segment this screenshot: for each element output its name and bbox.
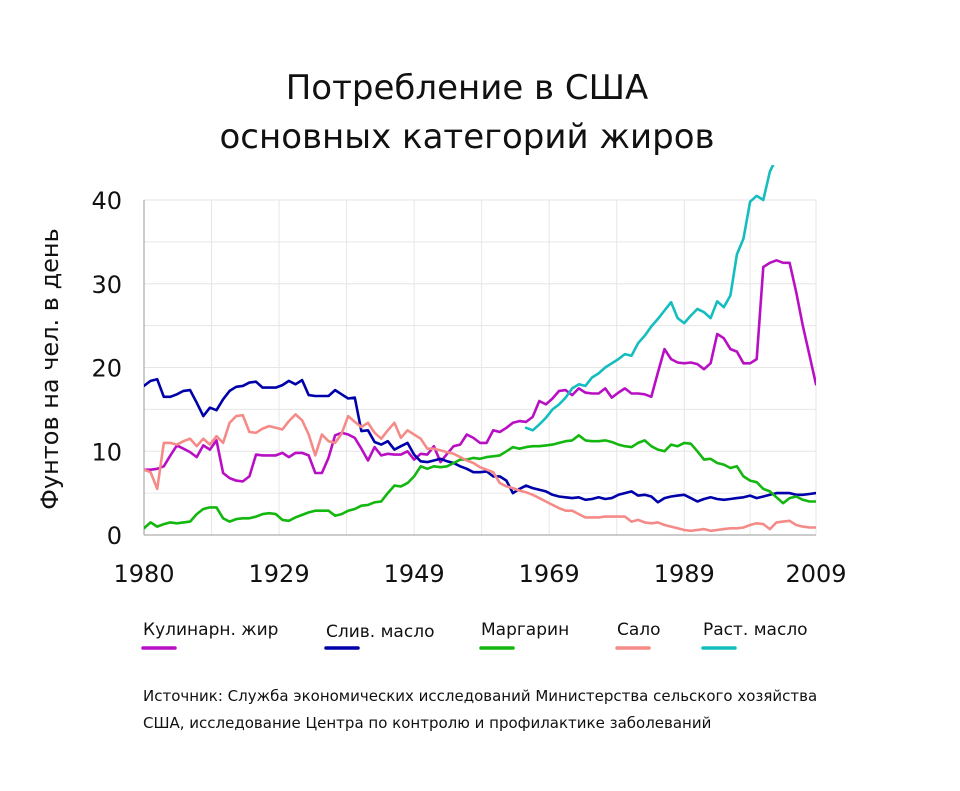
legend-item-0: Кулинарн. жир [141, 620, 278, 650]
series-line-3 [144, 413, 816, 533]
legend-label: Кулинарн. жир [143, 620, 278, 640]
legend-label: Сало [617, 620, 661, 640]
legend-label: Раст. масло [703, 620, 808, 640]
chart-title: Потребление в США основных категорий жир… [219, 68, 714, 157]
source-note: Источник: Служба экономических исследова… [143, 687, 818, 732]
y-tick-label: 0 [107, 522, 122, 550]
x-tick-label: 1989 [654, 560, 715, 588]
x-tick-label: 1969 [519, 560, 580, 588]
series-line-2 [144, 434, 816, 530]
y-tick-label: 30 [91, 271, 122, 299]
y-tick-label: 10 [91, 438, 122, 466]
series-line-1 [144, 377, 816, 504]
y-tick-labels: 0 10 20 30 40 [91, 187, 122, 550]
series-line-0 [144, 259, 816, 483]
x-tick-label: 1929 [249, 560, 310, 588]
title-line-2: основных категорий жиров [219, 117, 714, 157]
legend-label: Маргарин [481, 620, 569, 640]
legend-item-2: Маргарин [479, 620, 569, 650]
y-tick-label: 20 [91, 355, 122, 383]
grid [143, 199, 817, 536]
series-line-4 [524, 165, 775, 432]
title-line-1: Потребление в США [286, 68, 649, 108]
x-tick-label: 2009 [785, 560, 846, 588]
y-tick-label: 40 [91, 187, 122, 215]
x-tick-label: 1949 [384, 560, 445, 588]
legend: Кулинарн. жир Слив. масло Маргарин Сало Раст… [141, 620, 808, 650]
legend-item-3: Сало [615, 620, 661, 650]
axes [143, 200, 816, 536]
x-tick-labels: 1980 1929 1949 1969 1989 2009 [113, 560, 846, 588]
series-lines [144, 165, 816, 533]
legend-item-4: Раст. масло [701, 620, 808, 650]
y-axis-label: Фунтов на чел. в день [36, 228, 64, 510]
legend-label: Слив. масло [326, 622, 434, 642]
legend-item-1: Слив. масло [324, 622, 434, 650]
x-tick-label: 1980 [113, 560, 174, 588]
